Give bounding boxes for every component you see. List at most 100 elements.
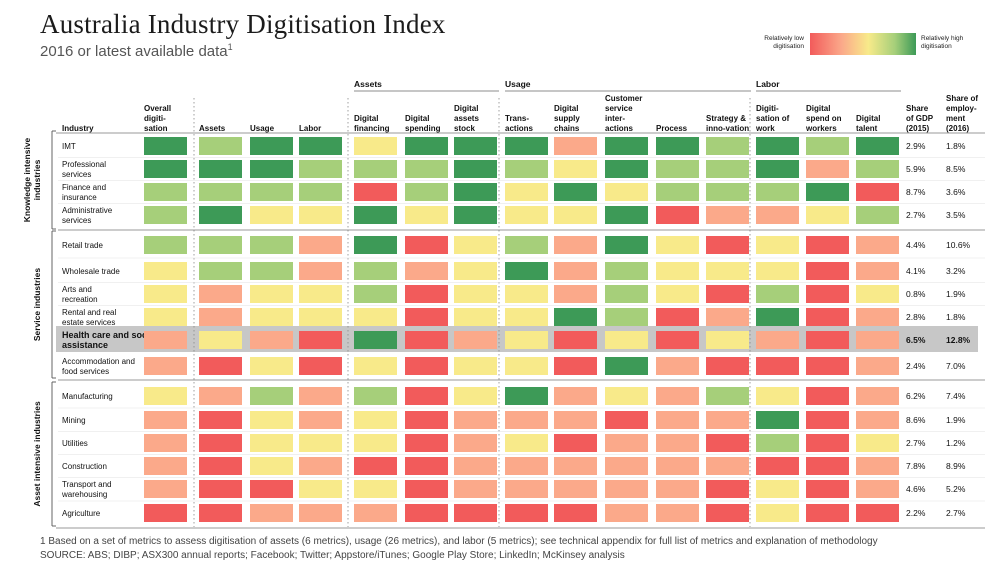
heatmap-cell (299, 357, 342, 375)
industry-label: warehousing (61, 490, 107, 499)
heatmap-cell (299, 331, 342, 349)
share-column-header: Share of (946, 94, 978, 103)
heatmap-cell (405, 206, 448, 224)
gdp-share-value: 4.4% (906, 240, 926, 250)
heatmap-cell (656, 331, 699, 349)
heatmap-cell (250, 285, 293, 303)
column-header: Digital (405, 114, 429, 123)
heatmap-cell (299, 137, 342, 155)
heatmap-cell (605, 331, 648, 349)
heatmap-cell (856, 183, 899, 201)
employment-share-value: 3.6% (946, 187, 966, 197)
share-column-header: (2015) (906, 124, 929, 133)
heatmap-cell (250, 308, 293, 326)
heatmap-cell (505, 480, 548, 498)
heatmap-cell (405, 411, 448, 429)
heatmap-cell (656, 236, 699, 254)
heatmap-cell (656, 504, 699, 522)
heatmap-cell (706, 236, 749, 254)
heatmap-cell (656, 434, 699, 452)
column-group-label: Assets (354, 79, 382, 89)
share-column-header: employ- (946, 104, 977, 113)
heatmap-cell (554, 183, 597, 201)
section-label: industries (32, 159, 42, 200)
heatmap-cell (605, 236, 648, 254)
heatmap-cell (856, 206, 899, 224)
heatmap-cell (756, 183, 799, 201)
heatmap-cell (354, 206, 397, 224)
employment-share-value: 1.9% (946, 415, 966, 425)
heatmap-cell (554, 457, 597, 475)
employment-share-value: 3.2% (946, 266, 966, 276)
gdp-share-value: 4.1% (906, 266, 926, 276)
heatmap-cell (756, 504, 799, 522)
heatmap-cell (605, 262, 648, 280)
heatmap-cell (656, 206, 699, 224)
heatmap-cell (706, 357, 749, 375)
heatmap-cell (856, 236, 899, 254)
heatmap-cell (656, 387, 699, 405)
column-header: inter- (605, 114, 625, 123)
heatmap-cell (299, 262, 342, 280)
heatmap-cell (856, 457, 899, 475)
share-column-header: Share (906, 104, 929, 113)
heatmap-cell (756, 357, 799, 375)
heatmap-cell (856, 434, 899, 452)
heatmap-cell (144, 411, 187, 429)
employment-share-value: 1.8% (946, 312, 966, 322)
heatmap-cell (856, 357, 899, 375)
heatmap-cell (144, 457, 187, 475)
heatmap-cell (354, 331, 397, 349)
gdp-share-value: 5.9% (906, 164, 926, 174)
heatmap-cell (250, 357, 293, 375)
heatmap-cell (706, 434, 749, 452)
heatmap-cell (505, 504, 548, 522)
heatmap-cell (199, 262, 242, 280)
employment-share-value: 1.9% (946, 289, 966, 299)
heatmap-cell (454, 434, 497, 452)
heatmap-cell (250, 236, 293, 254)
heatmap-cell (656, 411, 699, 429)
heatmap-cell (199, 457, 242, 475)
heatmap-cell (706, 308, 749, 326)
industry-label: Manufacturing (62, 392, 113, 401)
heatmap-cell (505, 308, 548, 326)
heatmap-cell (706, 331, 749, 349)
heatmap-cell (756, 236, 799, 254)
column-header: actions (605, 124, 634, 133)
heatmap-cell (856, 480, 899, 498)
column-header: Strategy & (706, 114, 746, 123)
heatmap-cell (354, 480, 397, 498)
heatmap-cell (144, 331, 187, 349)
heatmap-cell (806, 160, 849, 178)
legend-low-label: Relatively low digitisation (764, 35, 804, 50)
heatmap-cell (505, 285, 548, 303)
heatmap-cell (856, 411, 899, 429)
industry-label: Finance and (62, 183, 106, 192)
heatmap-cell (706, 160, 749, 178)
heatmap-cell (806, 331, 849, 349)
column-header: assets (454, 114, 479, 123)
heatmap-cell (605, 160, 648, 178)
heatmap-cell (505, 331, 548, 349)
heatmap-cell (554, 387, 597, 405)
heatmap-cell (405, 504, 448, 522)
employment-share-value: 1.8% (946, 141, 966, 151)
industry-label: Retail trade (62, 241, 103, 250)
heatmap-cell (656, 480, 699, 498)
gdp-share-value: 8.6% (906, 415, 926, 425)
industry-label: Agriculture (62, 509, 101, 518)
heatmap-cell (554, 137, 597, 155)
column-group-label: Labor (756, 79, 780, 89)
chart-title: Australia Industry Digitisation Index (40, 9, 446, 39)
column-header: digiti- (144, 114, 166, 123)
heatmap-cell (454, 411, 497, 429)
heatmap-cell (756, 137, 799, 155)
heatmap-cell (554, 236, 597, 254)
heatmap-cell (199, 160, 242, 178)
heatmap-cell (144, 480, 187, 498)
heatmap-cell (756, 206, 799, 224)
heatmap-cell (405, 357, 448, 375)
heatmap-cell (505, 357, 548, 375)
